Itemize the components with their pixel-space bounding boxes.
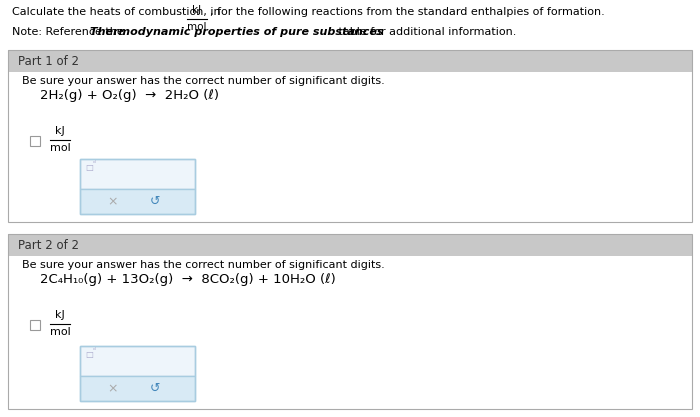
FancyBboxPatch shape xyxy=(30,136,40,146)
FancyBboxPatch shape xyxy=(8,234,692,256)
FancyBboxPatch shape xyxy=(80,189,195,214)
Text: ᵈ: ᵈ xyxy=(93,348,96,354)
FancyBboxPatch shape xyxy=(80,376,195,401)
Text: ↺: ↺ xyxy=(150,382,160,395)
Text: mol: mol xyxy=(188,22,206,32)
Text: 2C₄H₁₀(g) + 13O₂(g)  →  8CO₂(g) + 10H₂O (ℓ): 2C₄H₁₀(g) + 13O₂(g) → 8CO₂(g) + 10H₂O (ℓ… xyxy=(40,273,336,286)
Text: Part 2 of 2: Part 2 of 2 xyxy=(18,239,79,251)
FancyBboxPatch shape xyxy=(30,320,40,330)
Text: Note: Reference the: Note: Reference the xyxy=(12,27,127,37)
Text: ↺: ↺ xyxy=(150,195,160,208)
Text: Be sure your answer has the correct number of significant digits.: Be sure your answer has the correct numb… xyxy=(22,260,385,270)
Text: , for the following reactions from the standard enthalpies of formation.: , for the following reactions from the s… xyxy=(210,7,605,17)
Text: table for additional information.: table for additional information. xyxy=(335,27,517,37)
FancyBboxPatch shape xyxy=(8,256,692,409)
Text: □: □ xyxy=(85,350,93,359)
Text: ×: × xyxy=(107,195,118,208)
Text: Be sure your answer has the correct number of significant digits.: Be sure your answer has the correct numb… xyxy=(22,76,385,86)
Text: ×: × xyxy=(107,382,118,395)
Text: Part 1 of 2: Part 1 of 2 xyxy=(18,55,79,68)
Text: □: □ xyxy=(85,163,93,172)
Text: mol: mol xyxy=(50,143,71,153)
Text: Calculate the heats of combustion, in: Calculate the heats of combustion, in xyxy=(12,7,220,17)
Text: kJ: kJ xyxy=(55,310,65,320)
Text: mol: mol xyxy=(50,327,71,337)
Text: ᵈ: ᵈ xyxy=(93,161,96,167)
Text: Thermodynamic properties of pure substances: Thermodynamic properties of pure substan… xyxy=(90,27,384,37)
Text: 2H₂(g) + O₂(g)  →  2H₂O (ℓ): 2H₂(g) + O₂(g) → 2H₂O (ℓ) xyxy=(40,89,219,102)
Text: kJ: kJ xyxy=(193,5,202,15)
FancyBboxPatch shape xyxy=(80,346,195,376)
FancyBboxPatch shape xyxy=(8,72,692,222)
Text: kJ: kJ xyxy=(55,126,65,136)
FancyBboxPatch shape xyxy=(80,159,195,189)
FancyBboxPatch shape xyxy=(8,50,692,72)
